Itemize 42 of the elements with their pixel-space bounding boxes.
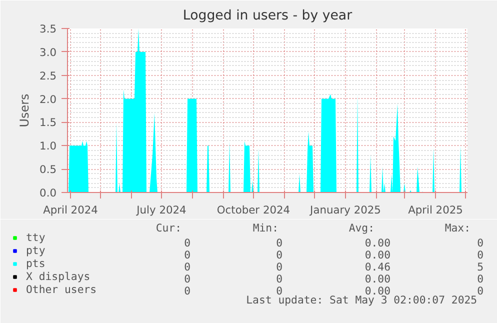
- x-tick-label: April 2024: [43, 204, 98, 216]
- text: 0.00: [364, 236, 391, 250]
- y-tick-label: 2.0: [40, 92, 57, 106]
- y-tick-label: 0.5: [40, 163, 57, 176]
- y-tick-label: 1.5: [40, 116, 57, 130]
- text: 0: [477, 284, 484, 298]
- x-tick-label: October 2024: [216, 204, 290, 216]
- chart-title: Logged in users - by year: [182, 8, 353, 24]
- text: 5: [477, 260, 484, 274]
- y-axis-title: Users: [18, 94, 32, 128]
- legend-label: pty: [26, 244, 46, 257]
- text: 0: [276, 272, 283, 286]
- text: Avg:: [348, 222, 375, 234]
- x-tick-label: July 2024: [136, 204, 187, 216]
- text: Cur:: [156, 222, 182, 234]
- y-tick-label: 3.0: [40, 46, 57, 59]
- legend-label: X displays: [26, 270, 90, 283]
- text: 0: [184, 272, 191, 286]
- text: 0: [184, 284, 191, 298]
- y-tick-label: 2.5: [40, 69, 57, 82]
- text: 0.00: [364, 248, 391, 262]
- text: 0: [184, 260, 191, 274]
- text: Max:: [444, 222, 471, 234]
- text: 0.00: [364, 272, 391, 286]
- text: 0.46: [364, 260, 391, 274]
- y-tick-label: 3.5: [40, 22, 57, 36]
- x-tick-label: January 2025: [309, 204, 381, 216]
- text: Min:: [252, 222, 279, 234]
- y-tick-label: 1.0: [40, 140, 57, 153]
- text: 0: [184, 236, 191, 250]
- text: 0: [477, 272, 484, 286]
- legend-label: Other users: [26, 283, 97, 296]
- text: 0: [276, 248, 283, 262]
- text: 0: [184, 248, 191, 262]
- x-tick-label: April 2025: [408, 204, 463, 216]
- text: 0: [477, 248, 484, 262]
- text: 0: [477, 236, 484, 250]
- y-tick-label: 0.0: [40, 186, 57, 200]
- legend-label: pts: [26, 257, 46, 270]
- text: 0: [276, 236, 283, 250]
- text: 0: [276, 260, 283, 274]
- legend-label: tty: [26, 231, 46, 244]
